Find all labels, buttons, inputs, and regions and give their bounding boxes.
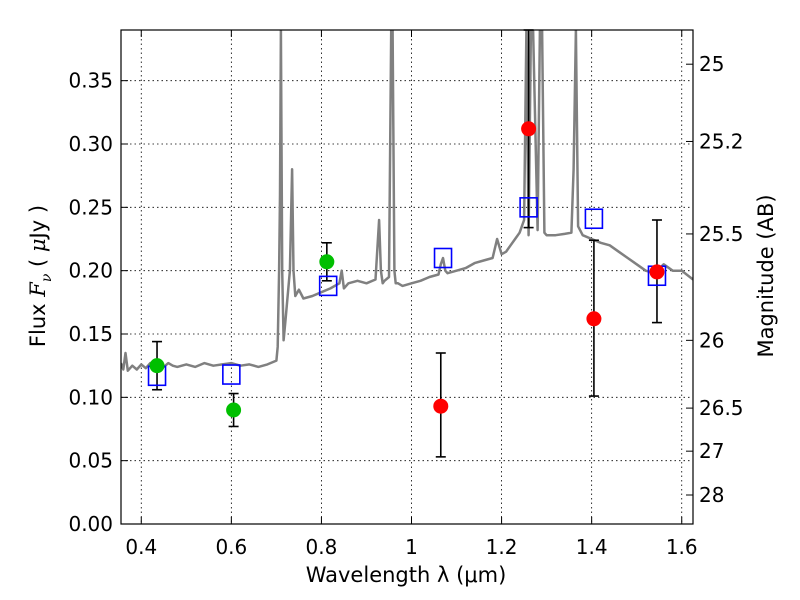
y-tick-label: 0.05	[68, 449, 113, 473]
x-axis-label: Wavelength λ (μm)	[306, 563, 507, 587]
spectrum-layer	[121, 30, 693, 372]
y-tick-label: 0.30	[68, 132, 113, 156]
model-point	[433, 247, 453, 269]
y-tick-label: 0.15	[68, 322, 113, 346]
x-tick-label: 0.4	[125, 535, 157, 559]
x-tick-label: 1.4	[576, 535, 608, 559]
observed-point	[521, 121, 537, 137]
plot-frame	[120, 29, 694, 525]
spectrum-line	[121, 30, 693, 372]
x-tick-label: 1.6	[666, 535, 698, 559]
model-point	[318, 275, 338, 297]
observed-point	[319, 254, 335, 270]
y-tick-label: 0.00	[68, 512, 113, 536]
model-point	[222, 364, 241, 385]
tick-layer: 0.4 0.6 0.8 1 1.2 1.4 1.6 0.00 0.05 0.10 0.15 0.20 0…	[68, 30, 744, 559]
y-axis-label: Flux Fν ( μJy )	[26, 205, 55, 347]
x-tick-label: 0.6	[215, 535, 247, 559]
y-axis-label-mid: (	[26, 252, 50, 274]
marker-layer	[147, 121, 667, 418]
observed-point	[586, 311, 602, 327]
y2-tick-label: 25	[699, 52, 724, 76]
observed-point	[226, 402, 242, 418]
grid	[121, 30, 693, 525]
x-tick-label: 1.2	[486, 535, 518, 559]
y-axis-label-unit-symbol: μ	[26, 238, 50, 252]
y2-axis-label: Magnitude (AB)	[754, 194, 778, 357]
y2-tick-label: 26.5	[699, 396, 744, 420]
observed-point	[649, 264, 665, 280]
observed-point	[149, 358, 165, 374]
y2-tick-label: 25.5	[699, 222, 744, 246]
y-tick-label: 0.10	[68, 385, 113, 409]
y-tick-label: 0.35	[68, 69, 113, 93]
y-tick-label: 0.20	[68, 259, 113, 283]
y-tick-label: 0.25	[68, 195, 113, 219]
y2-tick-label: 28	[699, 483, 724, 507]
errorbar-layer	[152, 29, 662, 458]
y-axis-label-subscript: ν	[39, 273, 55, 282]
y2-tick-label: 27	[699, 439, 724, 463]
y-axis-label-symbol: F	[26, 281, 50, 298]
y-axis-label-suffix: Jy )	[26, 205, 50, 241]
observed-point	[433, 398, 449, 414]
model-point	[584, 208, 604, 230]
y2-tick-label: 25.2	[699, 129, 744, 153]
x-tick-label: 1	[405, 535, 418, 559]
model-point	[519, 197, 538, 218]
x-tick-label: 0.8	[306, 535, 338, 559]
y2-tick-label: 26	[699, 328, 724, 352]
y-axis-label-prefix: Flux	[26, 297, 50, 347]
